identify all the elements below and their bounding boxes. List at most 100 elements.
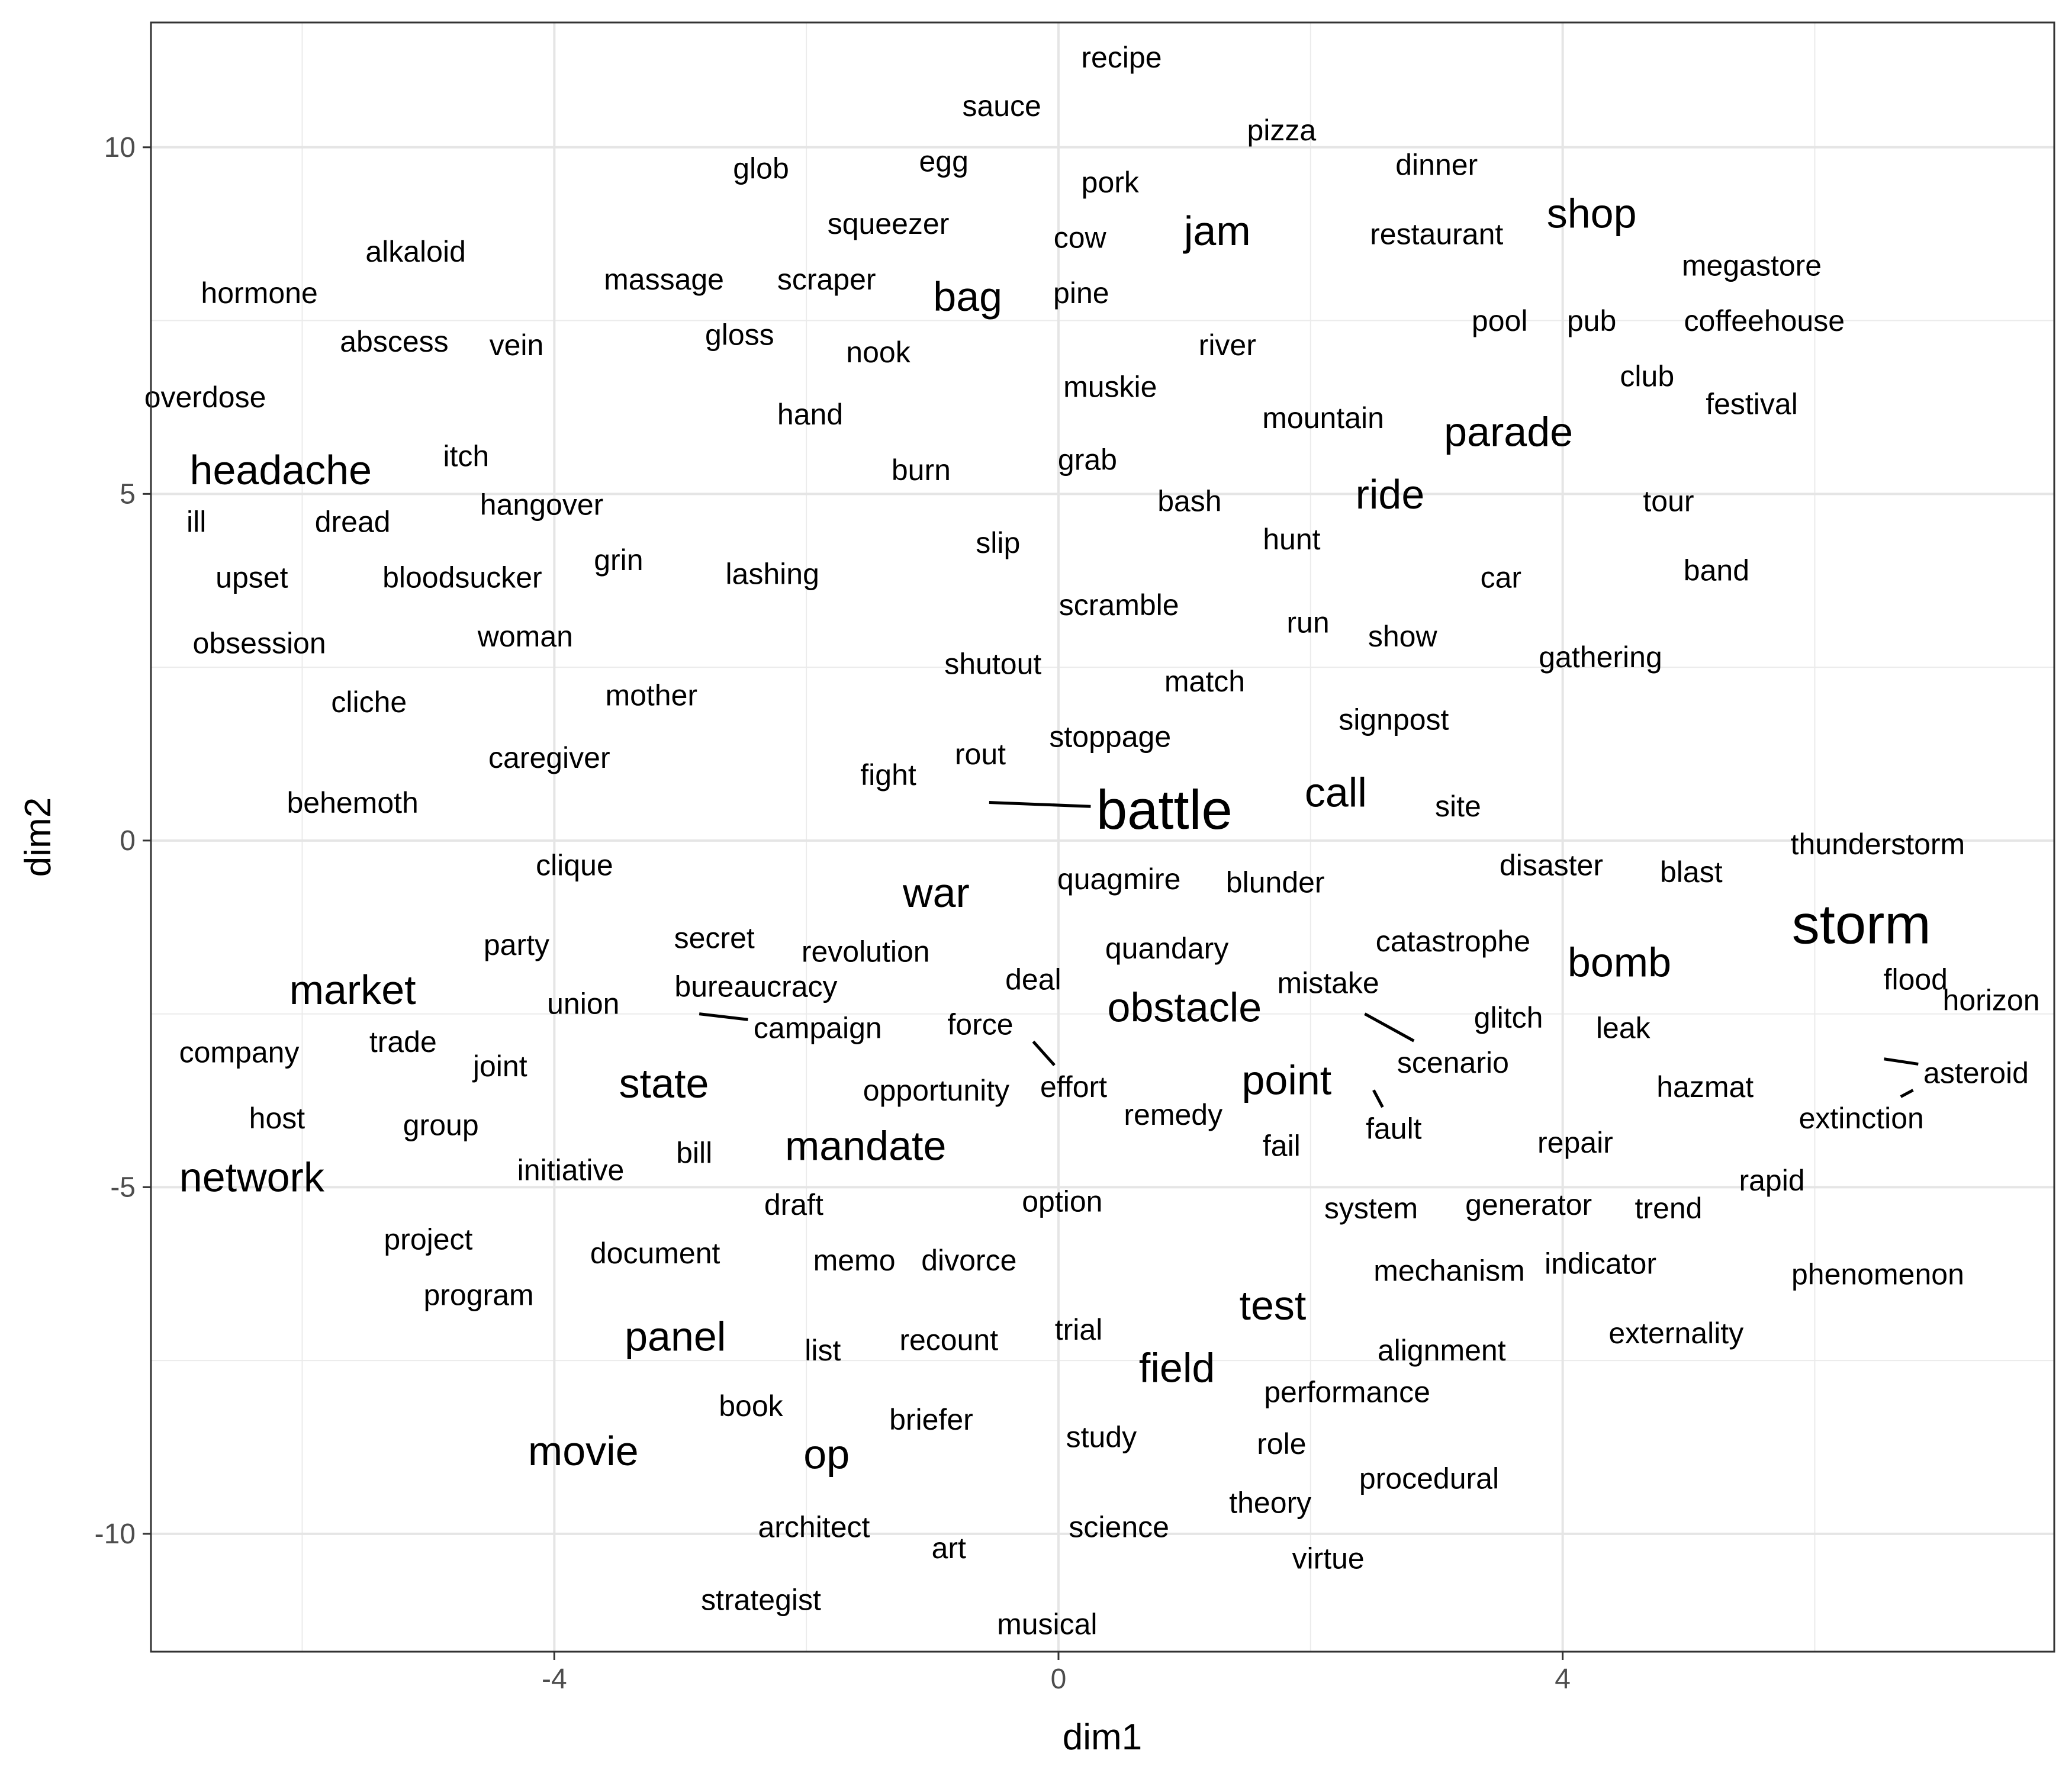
word-label: network <box>179 1154 325 1200</box>
word-label: stoppage <box>1049 720 1171 754</box>
word-label: clique <box>536 848 613 881</box>
word-label: grab <box>1058 443 1117 476</box>
word-label: indicator <box>1545 1247 1656 1280</box>
word-label: op <box>803 1431 850 1478</box>
word-label: state <box>619 1060 709 1106</box>
word-label: program <box>423 1278 533 1311</box>
word-label: muskie <box>1063 370 1157 403</box>
word-label: procedural <box>1359 1462 1499 1495</box>
word-label: strategist <box>701 1584 821 1617</box>
word-label: squeezer <box>828 207 950 240</box>
word-label: trial <box>1055 1313 1103 1346</box>
word-label: car <box>1481 561 1521 594</box>
word-label: mistake <box>1277 966 1379 999</box>
word-label: call <box>1305 769 1367 815</box>
word-label: ill <box>186 506 206 539</box>
word-label: host <box>249 1102 305 1135</box>
word-label: signpost <box>1339 703 1449 736</box>
x-tick-label: 4 <box>1555 1664 1571 1695</box>
word-label: extinction <box>1799 1102 1924 1135</box>
word-labels: recipe sauce pizza glob egg pork dinner squeeze… <box>144 41 2040 1641</box>
word-label: site <box>1435 790 1481 823</box>
word-label: festival <box>1706 388 1798 421</box>
word-label: quagmire <box>1057 863 1180 896</box>
word-label: recipe <box>1081 41 1162 74</box>
word-label: obstacle <box>1108 984 1262 1030</box>
word-label: art <box>932 1532 966 1565</box>
leader-line <box>1900 1089 1914 1098</box>
minor-gridlines <box>151 22 2054 1652</box>
leader-line <box>1884 1057 1919 1066</box>
word-label: sauce <box>962 89 1041 123</box>
word-label: union <box>547 987 619 1021</box>
word-label: list <box>805 1334 841 1367</box>
word-label: flood <box>1884 963 1948 996</box>
word-label: restaurant <box>1370 218 1503 251</box>
word-label: jam <box>1183 208 1251 254</box>
word-label: run <box>1286 606 1329 639</box>
word-label: coffeehouse <box>1684 304 1845 337</box>
word-label: trend <box>1635 1192 1702 1225</box>
word-label: phenomenon <box>1791 1257 1964 1291</box>
word-label: disaster <box>1500 848 1603 881</box>
word-label: pork <box>1082 166 1140 199</box>
word-label: burn <box>892 453 951 487</box>
word-label: glitch <box>1474 1001 1543 1034</box>
word-label: party <box>484 928 549 961</box>
word-label: pizza <box>1247 114 1316 147</box>
x-tick-label: -4 <box>542 1664 567 1695</box>
word-label: show <box>1368 620 1438 653</box>
word-label: fight <box>860 758 916 792</box>
word-label: slip <box>976 526 1020 559</box>
y-axis-ticks: -10 -5 0 5 10 <box>95 132 151 1550</box>
word-label: nook <box>846 336 910 369</box>
word-label: divorce <box>921 1244 1016 1277</box>
word-label: draft <box>764 1188 823 1221</box>
leader-line <box>699 1012 748 1021</box>
word-label: performance <box>1264 1375 1430 1408</box>
word-label: hangover <box>480 488 604 521</box>
word-label: overdose <box>144 381 266 414</box>
y-tick-label: 5 <box>120 478 136 510</box>
word-label: bomb <box>1568 939 1671 985</box>
word-label: architect <box>758 1511 870 1544</box>
word-label: vein <box>490 329 544 362</box>
word-label: behemoth <box>287 786 418 819</box>
x-tick-label: 0 <box>1051 1664 1067 1695</box>
word-label: pine <box>1053 276 1109 310</box>
word-label: hazmat <box>1656 1070 1754 1103</box>
word-label: battle <box>1096 778 1233 841</box>
label-leader-lines <box>699 800 1919 1108</box>
word-label: study <box>1066 1420 1137 1453</box>
word-label: alkaloid <box>365 235 466 268</box>
word-label: project <box>384 1223 472 1256</box>
word-label: gathering <box>1539 641 1662 674</box>
word-label: company <box>179 1036 300 1069</box>
word-label: memo <box>813 1244 896 1277</box>
word-label: rout <box>955 738 1006 771</box>
word-label: caregiver <box>488 741 610 774</box>
word-label: role <box>1257 1427 1306 1460</box>
word-label: market <box>289 967 416 1013</box>
panel-background <box>151 22 2054 1652</box>
word-label: scenario <box>1397 1046 1509 1079</box>
word-label: recount <box>899 1324 998 1357</box>
word-label: gloss <box>705 318 774 351</box>
word-label: hand <box>777 398 843 431</box>
word-label: initiative <box>517 1154 625 1187</box>
y-tick-label: -5 <box>110 1172 136 1203</box>
word-label: bureaucracy <box>674 970 837 1003</box>
word-label: book <box>719 1389 783 1423</box>
word-label: briefer <box>889 1403 973 1436</box>
word-label: group <box>403 1108 479 1141</box>
word-label: generator <box>1465 1188 1592 1221</box>
word-label: document <box>590 1237 720 1270</box>
word-label: science <box>1069 1511 1169 1544</box>
y-tick-label: 0 <box>120 825 136 857</box>
word-label: hunt <box>1263 523 1320 556</box>
word-label: shutout <box>944 648 1041 681</box>
word-label: option <box>1022 1185 1102 1218</box>
word-label: bill <box>676 1136 712 1169</box>
word-label: theory <box>1229 1487 1311 1520</box>
